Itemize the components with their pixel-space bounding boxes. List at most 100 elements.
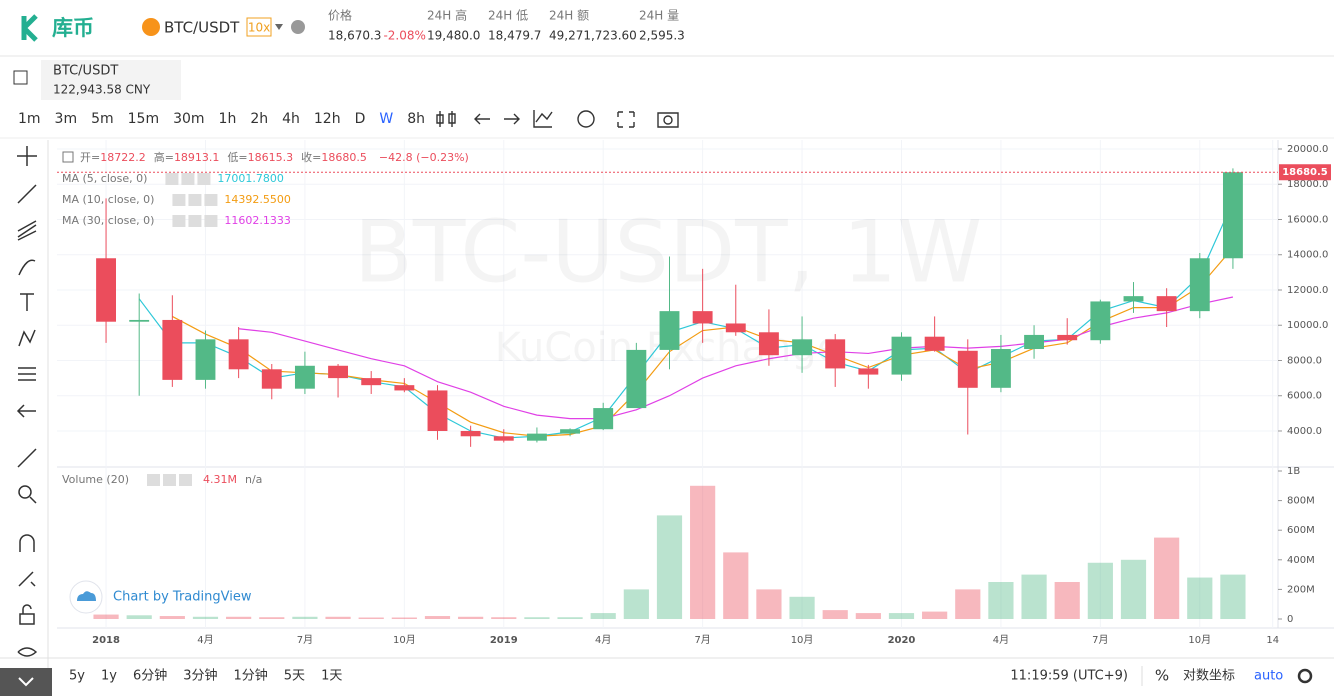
timeframe[interactable]: D [355, 111, 366, 127]
candle-body [990, 349, 1011, 388]
volume-bar [888, 613, 915, 619]
legend-button[interactable] [179, 474, 192, 486]
volume-bar [358, 617, 384, 619]
ohlc-label: 高= [154, 150, 174, 164]
top-bar [0, 0, 1334, 56]
tool-icon[interactable] [18, 259, 36, 276]
legend-button[interactable] [172, 215, 186, 227]
dropdown[interactable] [275, 24, 283, 30]
symbol: BTC/USDT [53, 64, 118, 79]
candle-body [427, 390, 448, 431]
tool-icon[interactable] [17, 146, 37, 166]
collapse-button[interactable] [0, 668, 52, 696]
timeframe[interactable]: W [379, 111, 393, 127]
stat-label: 24H 量 [639, 9, 679, 23]
tool-icon[interactable] [19, 534, 35, 552]
volume-bar [690, 485, 716, 619]
toolbar-icon[interactable] [533, 110, 553, 128]
last-price-box [1279, 164, 1331, 181]
toolbar-icon[interactable] [504, 113, 520, 125]
candle-body [1123, 296, 1144, 302]
timeframe[interactable]: 15m [128, 111, 159, 127]
tool-icon[interactable] [18, 571, 36, 587]
legend-button[interactable] [204, 215, 218, 227]
range-button[interactable]: 1y [101, 669, 117, 684]
stat-label: 24H 额 [549, 9, 589, 23]
volume-bar [955, 589, 981, 619]
last-price-label: 18680.5 [1282, 167, 1328, 178]
symbol-tab[interactable] [41, 60, 181, 100]
toolbar-icon[interactable] [657, 112, 679, 128]
legend-button[interactable] [163, 474, 176, 486]
ma-legend-value: 17001.7800 [217, 172, 283, 185]
legend-button[interactable] [181, 173, 195, 185]
auto-toggle[interactable]: auto [1254, 669, 1283, 684]
btc-icon [142, 18, 160, 36]
toolbar-icon[interactable] [577, 110, 595, 128]
timeframe[interactable]: 5m [91, 111, 114, 127]
tool-icon[interactable] [17, 448, 37, 468]
leverage[interactable]: 10x [248, 21, 270, 35]
y-tick-label: 600M [1287, 525, 1315, 536]
pair[interactable]: BTC/USDT [164, 19, 240, 37]
timeframe[interactable]: 2h [250, 111, 268, 127]
stat-change: -2.08% [383, 29, 425, 43]
percent-toggle[interactable]: % [1155, 667, 1169, 685]
volume-bar [855, 613, 881, 619]
tool-icon[interactable] [17, 220, 37, 241]
candle-body [1090, 301, 1111, 341]
toolbar-icon[interactable] [617, 111, 635, 128]
timeframe[interactable]: 1h [219, 111, 237, 127]
range-button[interactable]: 5天 [284, 669, 305, 684]
candle-body [96, 258, 116, 322]
candle-body [560, 429, 581, 434]
clock: 11:19:59 (UTC+9) [1010, 669, 1128, 684]
legend-button[interactable] [197, 173, 211, 185]
tool-icon[interactable] [16, 404, 36, 418]
y-tick-label: 0 [1287, 614, 1293, 625]
layout-icon[interactable] [13, 70, 28, 85]
range-button[interactable]: 5y [69, 669, 85, 684]
icon-glyph [18, 329, 36, 347]
candle-body [957, 350, 978, 388]
tool-icon[interactable] [18, 367, 36, 381]
timeframe[interactable]: 1m [18, 111, 41, 127]
timeframe[interactable]: 8h [407, 111, 425, 127]
tool-icon[interactable] [18, 485, 37, 504]
log-toggle[interactable]: 对数坐标 [1183, 669, 1235, 684]
legend-button[interactable] [188, 215, 202, 227]
range-button[interactable]: 1天 [321, 669, 342, 684]
toolbar-icon[interactable] [474, 113, 490, 125]
x-tick-label: 7月 [297, 634, 313, 646]
ohlc-value: 18722.2 [100, 151, 146, 164]
tool-icon[interactable] [18, 329, 36, 347]
info-icon[interactable] [291, 20, 305, 34]
ohlc-value: −42.8 (−0.23%) [379, 151, 469, 164]
legend-button[interactable] [172, 194, 186, 206]
stat-label: 24H 高 [427, 8, 467, 23]
x-tick-label: 4月 [197, 634, 213, 646]
tool-icon[interactable] [17, 647, 38, 657]
tool-icon[interactable] [17, 184, 37, 204]
legend-button[interactable] [165, 173, 179, 185]
legend-button[interactable] [188, 194, 202, 206]
timeframe[interactable]: 30m [173, 111, 204, 127]
legend-button[interactable] [204, 194, 218, 206]
ma-legend-value: 11602.1333 [224, 214, 290, 227]
settings-icon[interactable] [1297, 668, 1313, 684]
volume-bar [93, 614, 119, 619]
collapse-icon[interactable] [62, 151, 74, 163]
tv-badge-text[interactable]: Chart by TradingView [113, 590, 252, 605]
toolbar-icon[interactable] [436, 111, 456, 127]
range-button[interactable]: 3分钟 [183, 668, 217, 684]
y-tick-label: 16000.0 [1287, 214, 1328, 225]
tool-icon[interactable] [20, 293, 34, 311]
timeframe[interactable]: 3m [55, 111, 78, 127]
range-button[interactable]: 6分钟 [133, 668, 167, 684]
tool-icon[interactable] [19, 604, 35, 625]
volume-bar [590, 613, 616, 619]
timeframe[interactable]: 12h [314, 111, 341, 127]
legend-button[interactable] [147, 474, 160, 486]
timeframe[interactable]: 4h [282, 111, 300, 127]
range-button[interactable]: 1分钟 [234, 668, 268, 684]
